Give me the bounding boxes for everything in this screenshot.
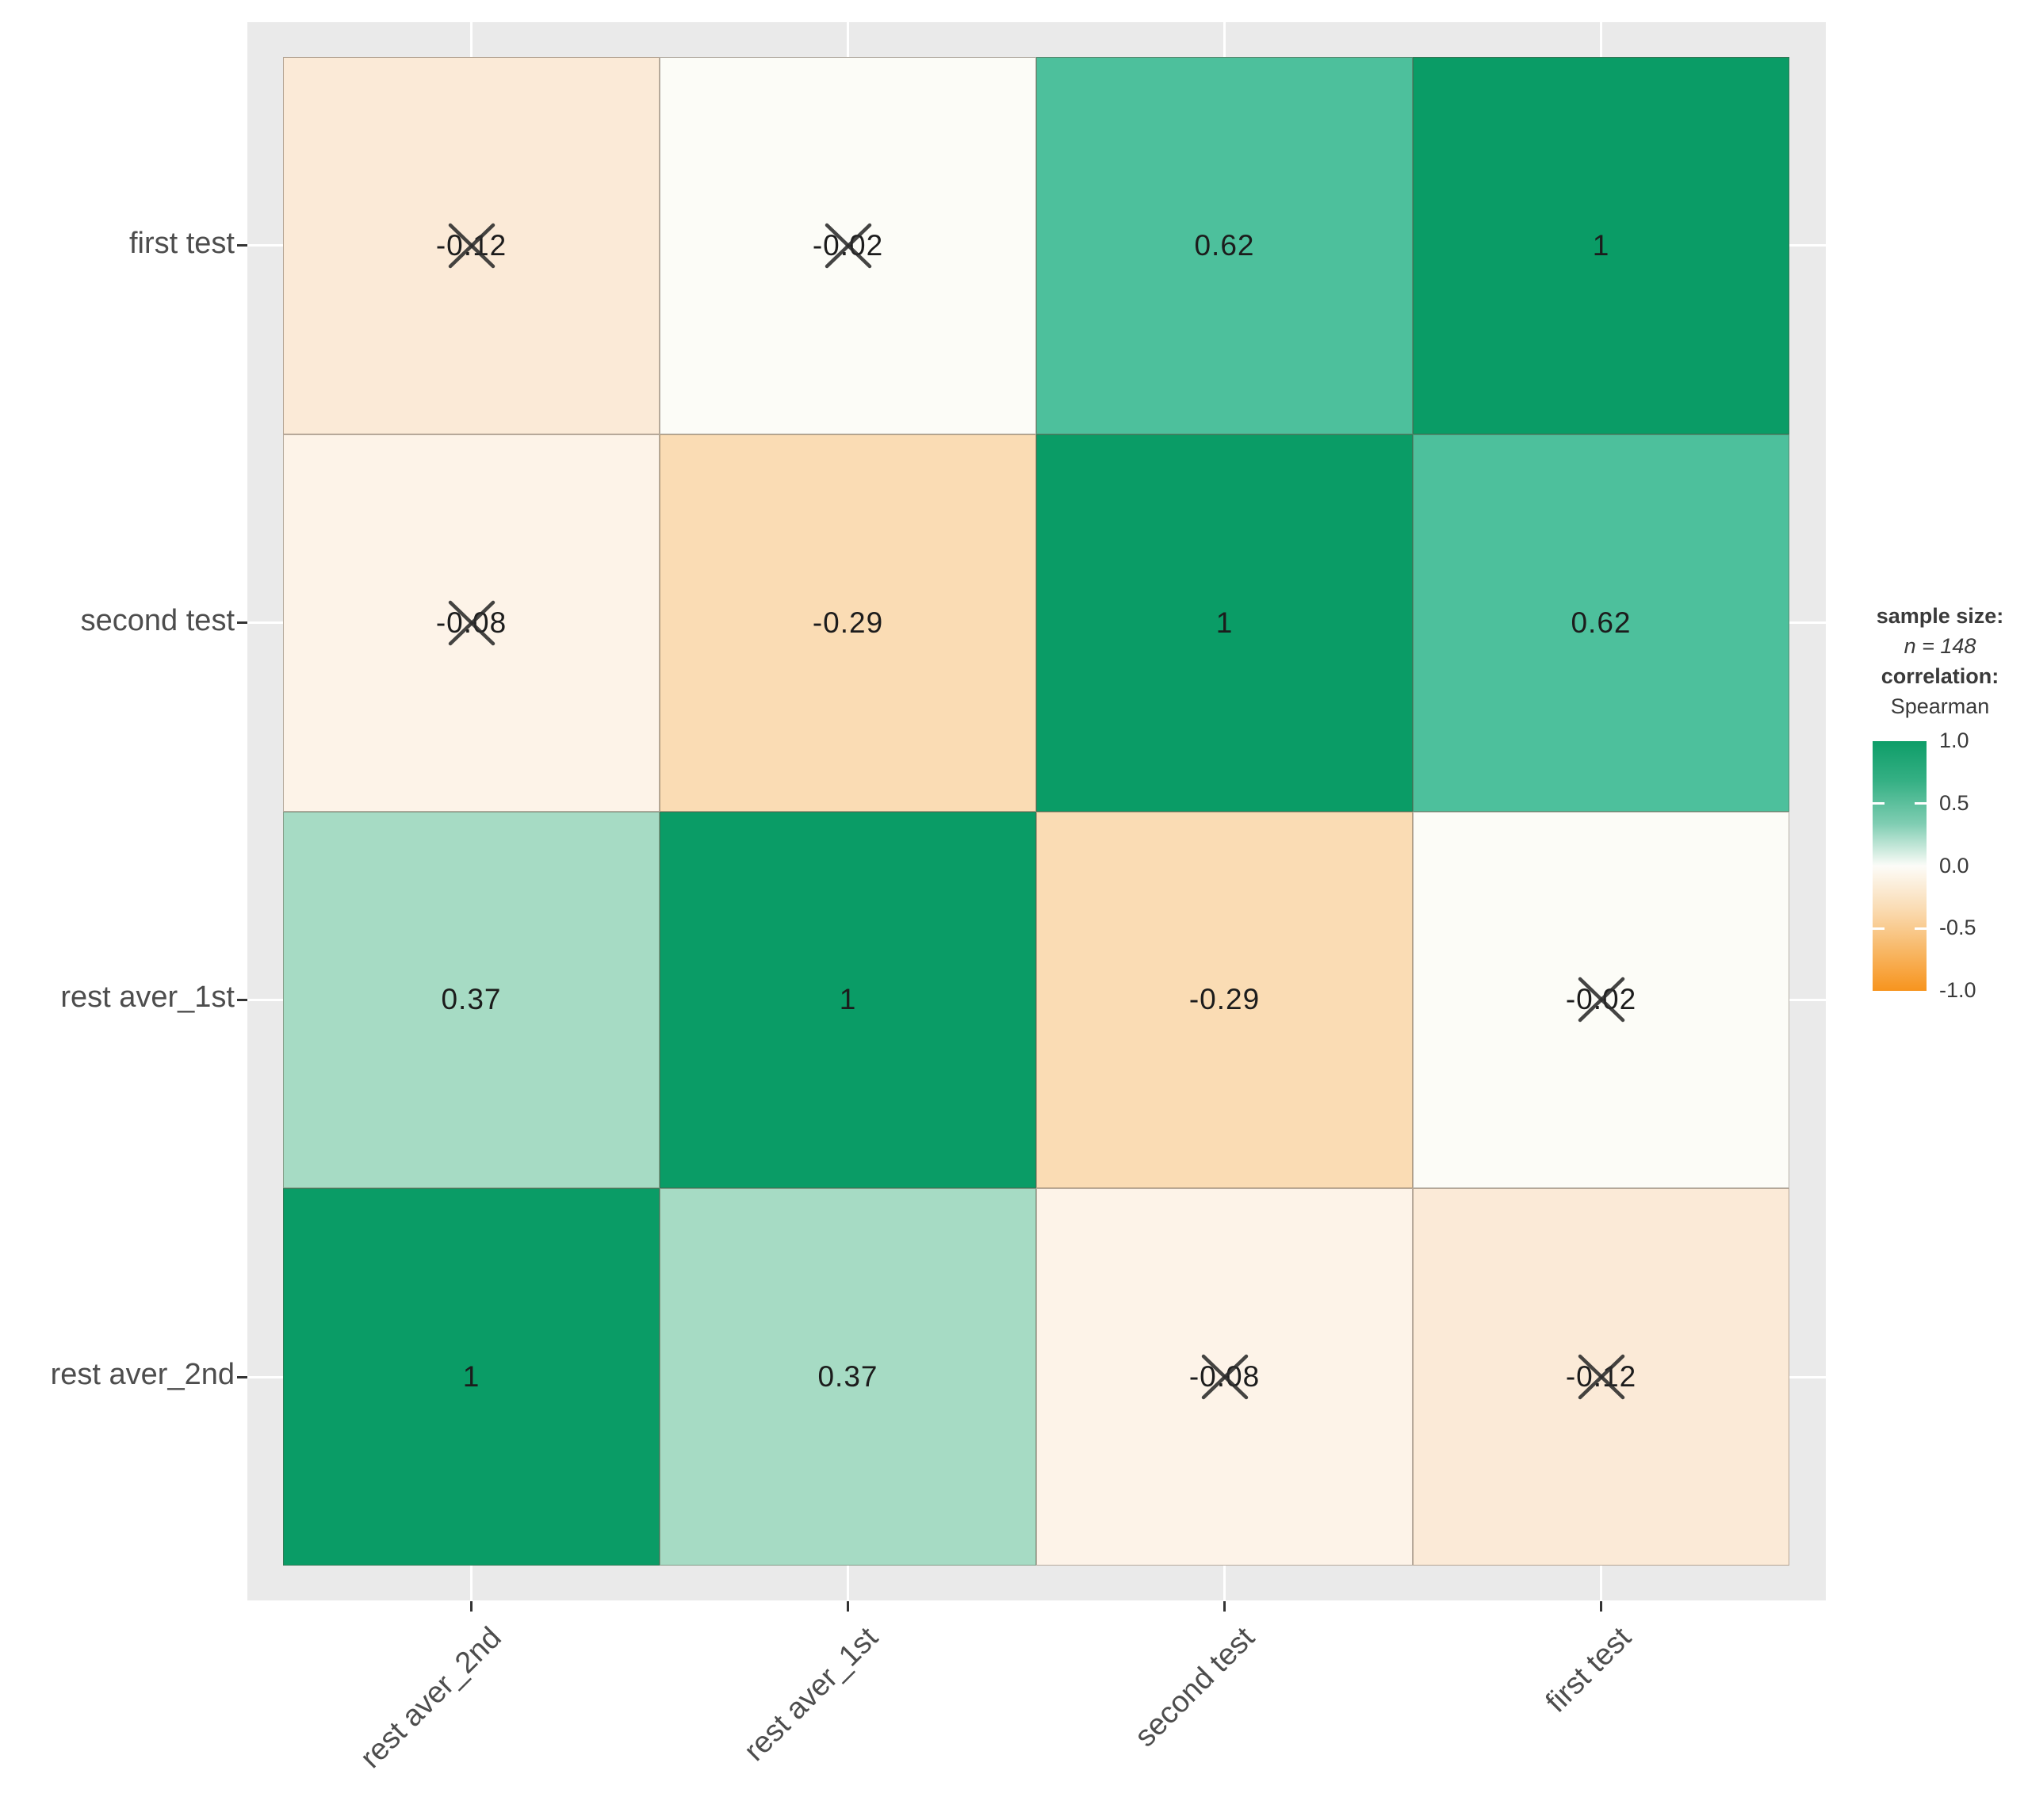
- correlation-value-label: 1: [1592, 228, 1610, 262]
- y-axis-tick: [237, 998, 247, 1001]
- heatmap-cell-first-test--second-test: 0.62: [1036, 57, 1413, 434]
- x-axis-label-1: rest aver_1st: [737, 1621, 885, 1768]
- y-axis-tick: [237, 621, 247, 625]
- correlation-value-label: 0.62: [1571, 606, 1632, 639]
- correlation-value-label: 0.37: [441, 983, 502, 1016]
- heatmap-cell-rest-aver-2nd--rest-aver-1st: 0.37: [660, 1188, 1036, 1566]
- colorbar-tick-label-0.5: 0.5: [1939, 790, 1969, 815]
- y-axis-tick: [237, 244, 247, 247]
- heatmap-cell-first-test--first-test: 1: [1413, 57, 1789, 434]
- x-axis-label-3: first test: [1539, 1621, 1638, 1719]
- correlation-value-label: -0.29: [1188, 983, 1261, 1016]
- heatmap-cell-second-test--rest-aver-2nd: -0.08: [283, 434, 660, 812]
- x-axis-tick: [1223, 1601, 1226, 1612]
- colorbar-tick-label--1.0: -1.0: [1939, 978, 1976, 1002]
- heatmap-cell-rest-aver-1st--first-test: -0.02: [1413, 811, 1789, 1189]
- legend-sample-size-value: n = 148: [1904, 634, 1976, 658]
- heatmap-cell-rest-aver-1st--second-test: -0.29: [1036, 811, 1413, 1189]
- not-significant-cross-icon: [448, 600, 495, 645]
- correlation-value-label: 0.62: [1194, 228, 1255, 262]
- correlation-value-label: 1: [1215, 606, 1234, 639]
- colorbar-tick-label-1.0: 1.0: [1939, 728, 1969, 752]
- not-significant-cross-icon: [1201, 1354, 1248, 1400]
- legend-correlation-title: correlation:: [1881, 664, 1999, 688]
- y-axis-tick: [237, 1375, 247, 1378]
- heatmap-cell-second-test--second-test: 1: [1036, 434, 1413, 812]
- correlation-value-label: 1: [462, 1360, 480, 1394]
- x-axis-tick: [847, 1601, 849, 1612]
- heatmap-cell-second-test--first-test: 0.62: [1413, 434, 1789, 812]
- not-significant-cross-icon: [825, 223, 871, 269]
- y-axis-label-3: rest aver_2nd: [50, 1358, 235, 1392]
- correlation-value-label: -0.29: [812, 606, 884, 639]
- colorbar-tick-label--0.5: -0.5: [1939, 916, 1976, 940]
- colorbar-tick-label-0.0: 0.0: [1939, 853, 1969, 878]
- colorbar-tick-mark: [1873, 802, 1885, 805]
- heatmap-tile-grid: -0.12-0.020.621-0.08-0.2910.620.371-0.29…: [283, 57, 1789, 1566]
- heatmap-cell-second-test--rest-aver-1st: -0.29: [660, 434, 1036, 812]
- not-significant-cross-icon: [1578, 977, 1624, 1023]
- colorbar-tick-mark: [1915, 927, 1927, 930]
- correlation-value-label: 0.37: [817, 1360, 878, 1394]
- heatmap-cell-first-test--rest-aver-2nd: -0.12: [283, 57, 660, 434]
- heatmap-cell-first-test--rest-aver-1st: -0.02: [660, 57, 1036, 434]
- x-axis-label-2: second test: [1128, 1621, 1261, 1754]
- colorbar-tick-mark: [1873, 927, 1885, 930]
- heatmap-cell-rest-aver-2nd--first-test: -0.12: [1413, 1188, 1789, 1566]
- legend-correlation-method: Spearman: [1890, 694, 1990, 718]
- heatmap-cell-rest-aver-2nd--second-test: -0.08: [1036, 1188, 1413, 1566]
- correlation-value-label: 1: [839, 983, 857, 1016]
- x-axis-tick: [1600, 1601, 1602, 1612]
- y-axis-label-0: first test: [128, 226, 235, 260]
- heatmap-cell-rest-aver-2nd--rest-aver-2nd: 1: [283, 1188, 660, 1566]
- x-axis-tick: [470, 1601, 473, 1612]
- x-axis-label-0: rest aver_2nd: [354, 1621, 508, 1776]
- y-axis-label-1: second test: [80, 603, 235, 637]
- heatmap-cell-rest-aver-1st--rest-aver-2nd: 0.37: [283, 811, 660, 1189]
- legend-sample-size-title: sample size:: [1876, 604, 2004, 628]
- heatmap-cell-rest-aver-1st--rest-aver-1st: 1: [660, 811, 1036, 1189]
- not-significant-cross-icon: [448, 223, 495, 269]
- not-significant-cross-icon: [1578, 1354, 1624, 1400]
- colorbar-gradient: [1873, 741, 1927, 991]
- colorbar-tick-mark: [1915, 802, 1927, 805]
- y-axis-label-2: rest aver_1st: [60, 981, 235, 1015]
